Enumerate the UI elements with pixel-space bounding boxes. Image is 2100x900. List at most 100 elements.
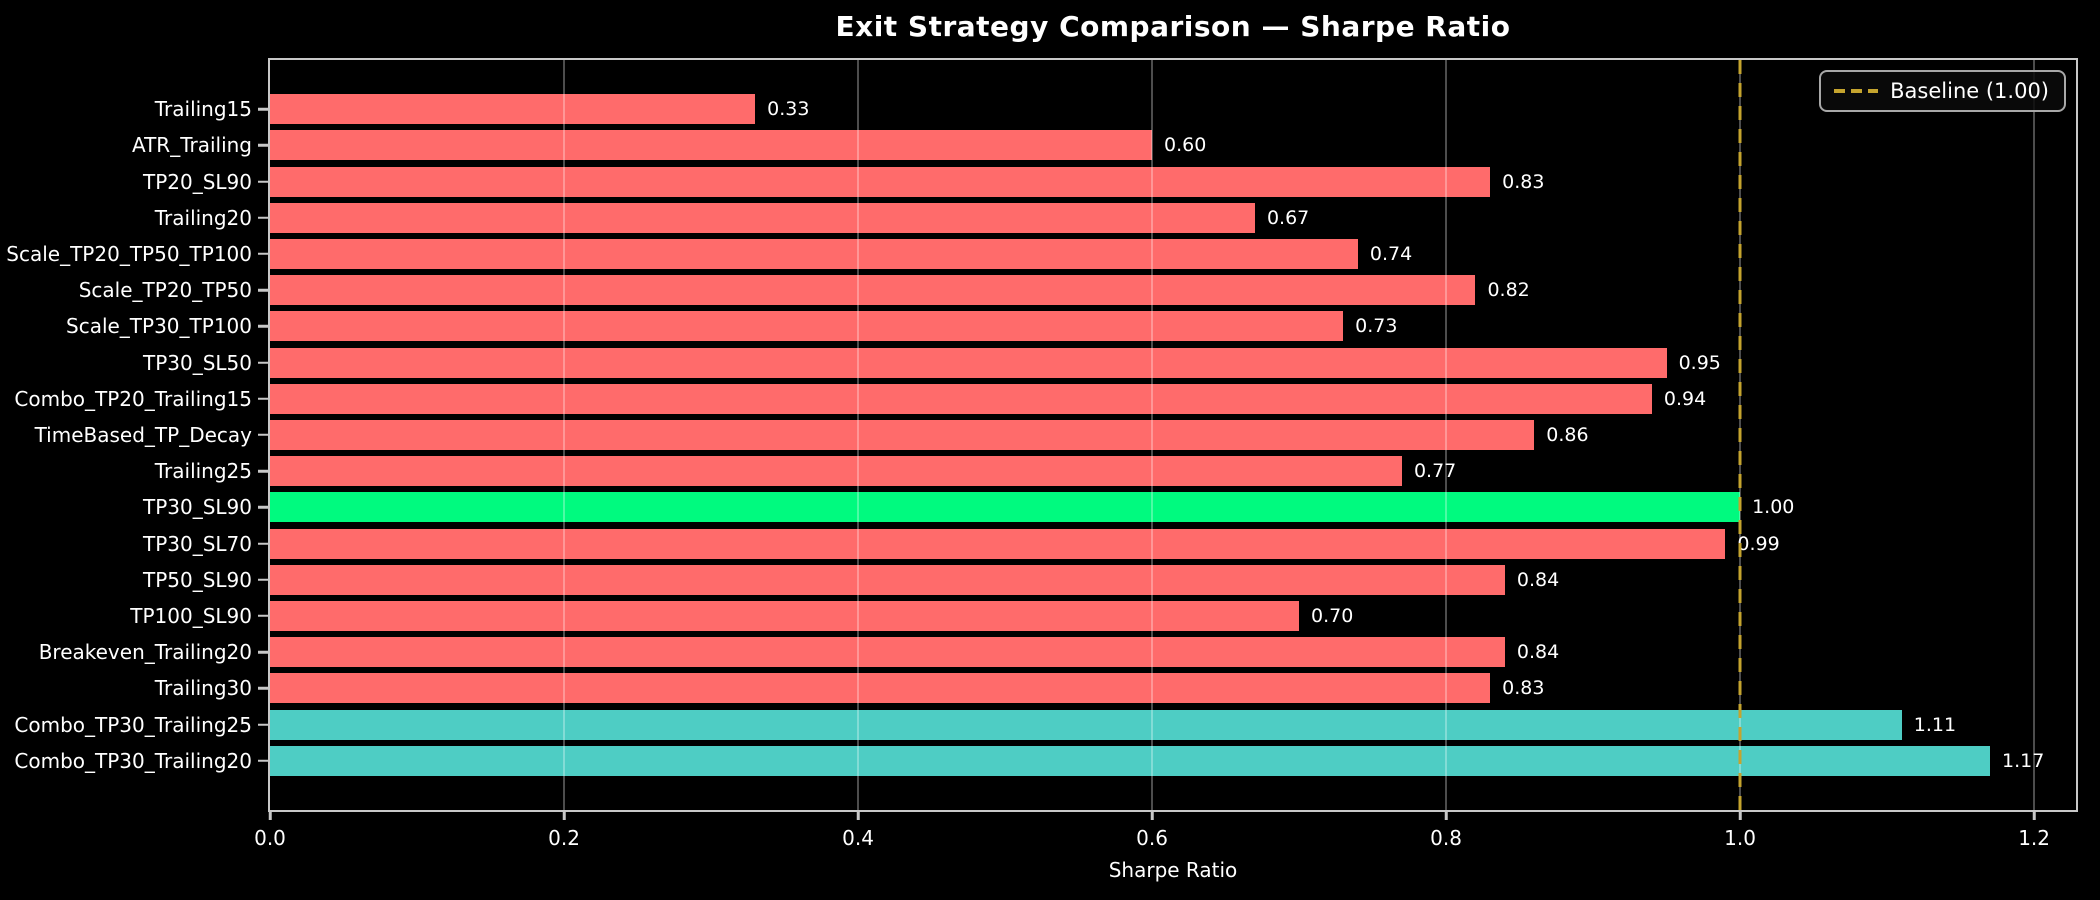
x-axis-tick-label: 0.4 (842, 826, 874, 850)
bar-value-label: 0.84 (1516, 641, 1560, 664)
bar-row-Scale_TP20_TP50_TP100: Scale_TP20_TP50_TP100 0.74 (6, 236, 2076, 272)
y-axis-tick (258, 723, 268, 726)
bar-row-TP30_SL90: TP30_SL90 1.00 (143, 489, 2076, 525)
bar-row-TP30_SL50: TP30_SL50 0.95 (143, 344, 2076, 380)
y-axis-tick (258, 325, 268, 328)
bar-value-label: 0.95 (1678, 351, 1721, 374)
x-axis-tick-label: 0.0 (254, 826, 286, 850)
y-axis-tick (258, 578, 268, 581)
bar-value-label: 1.00 (1752, 496, 1795, 519)
chart-title: Exit Strategy Comparison — Sharpe Ratio (835, 10, 1511, 43)
bar-value-label: 0.67 (1266, 206, 1310, 229)
y-axis-tick (258, 469, 268, 473)
y-axis-label: TP30_SL50 (142, 350, 252, 375)
bar (270, 456, 1402, 487)
x-axis-tick (856, 810, 860, 820)
x-axis-tick-label: 1.2 (2018, 826, 2050, 850)
y-axis-label: Breakeven_Trailing20 (38, 640, 252, 665)
x-axis-tick (2032, 810, 2036, 820)
gridline-x-0.4 (857, 60, 860, 810)
bar-row-TP20_SL90: TP20_SL90 0.83 (143, 163, 2076, 199)
gridline-x-0.6 (1151, 60, 1154, 810)
y-axis-tick (258, 180, 268, 183)
x-axis-tick-label: 0.6 (1136, 826, 1168, 850)
x-axis-title: Sharpe Ratio (1108, 858, 1238, 882)
y-axis-label: Scale_TP30_TP100 (66, 314, 252, 339)
y-axis-tick (258, 252, 268, 256)
bar-row-Trailing15: Trailing15 0.33 (155, 91, 2076, 127)
y-axis-label: Trailing25 (154, 459, 252, 484)
bar (270, 709, 1902, 740)
y-axis-label: Trailing20 (154, 205, 252, 230)
y-axis-tick (258, 107, 268, 111)
y-axis-label: Combo_TP30_Trailing20 (14, 748, 252, 773)
y-axis-label: Scale_TP20_TP50 (78, 278, 252, 303)
bar (270, 745, 1990, 776)
bar-value-label: 1.17 (2002, 749, 2045, 772)
bar (270, 166, 1491, 197)
bar-row-TimeBased_TP_Decay: TimeBased_TP_Decay 0.86 (35, 417, 2076, 453)
bar-row-TP30_SL70: TP30_SL70 0.99 (143, 525, 2076, 561)
y-axis-label: ATR_Trailing (131, 133, 252, 158)
y-axis-label: Combo_TP30_Trailing25 (14, 712, 252, 737)
x-axis-tick-label: 0.8 (1430, 826, 1462, 850)
bar-row-Scale_TP30_TP100: Scale_TP30_TP100 0.73 (66, 308, 2076, 344)
baseline-dash-swatch (1834, 89, 1879, 93)
x-axis-tick-label: 0.2 (548, 826, 580, 850)
bar-value-label: 0.86 (1546, 423, 1589, 446)
y-axis-tick (258, 650, 268, 654)
bar-value-label: 0.70 (1311, 604, 1354, 627)
legend: Baseline (1.00) (1819, 70, 2066, 112)
bar-row-Scale_TP20_TP50: Scale_TP20_TP50 0.82 (79, 272, 2076, 308)
bar-row-Trailing30: Trailing30 0.83 (155, 670, 2076, 706)
y-axis-tick (258, 397, 268, 400)
bar (270, 637, 1505, 668)
bar-value-label: 0.84 (1516, 568, 1560, 591)
gridline-x-1.2 (2033, 60, 2036, 810)
bar-row-TP50_SL90: TP50_SL90 0.84 (143, 562, 2076, 598)
x-axis-tick (1444, 810, 1448, 820)
bar-value-label: 0.83 (1502, 677, 1545, 700)
y-axis-label: Trailing15 (154, 97, 252, 122)
bar-value-label: 0.94 (1663, 387, 1707, 410)
bar (270, 94, 756, 125)
bar (270, 528, 1726, 559)
bar (270, 383, 1652, 414)
legend-label: Baseline (1.00) (1890, 79, 2049, 103)
bar-row-ATR_Trailing: ATR_Trailing 0.60 (132, 127, 2076, 163)
bar-row-Breakeven_Trailing20: Breakeven_Trailing20 0.84 (39, 634, 2076, 670)
y-axis-tick (258, 361, 268, 364)
bar (270, 311, 1344, 342)
bar (270, 600, 1300, 631)
bars-container: Trailing15 0.33 ATR_Trailing 0.60 TP20_SL90 0… (6, 60, 2076, 810)
bar (270, 238, 1358, 269)
bar (270, 564, 1505, 595)
gridline-x-0.8 (1445, 60, 1448, 810)
y-axis-tick (258, 506, 268, 509)
bar-value-label: 0.99 (1737, 532, 1780, 555)
y-axis-label: Combo_TP20_Trailing15 (14, 386, 252, 411)
gridline-x-0.2 (563, 60, 566, 810)
bar (270, 347, 1667, 378)
bar-value-label: 0.82 (1487, 279, 1530, 302)
x-axis-tick-label: 1.0 (1724, 826, 1756, 850)
y-axis-label: Trailing30 (154, 676, 252, 701)
bar-value-label: 1.11 (1913, 713, 1957, 736)
bar-row-TP100_SL90: TP100_SL90 0.70 (130, 598, 2076, 634)
y-axis-label: TP30_SL70 (142, 531, 252, 556)
bar-value-label: 0.83 (1502, 170, 1545, 193)
y-axis-label: TP100_SL90 (130, 603, 252, 628)
bar (270, 202, 1255, 233)
bar-value-label: 0.73 (1355, 315, 1398, 338)
y-axis-tick (258, 216, 268, 219)
bar-value-label: 0.77 (1413, 460, 1457, 483)
bar (270, 673, 1491, 704)
bar (270, 419, 1535, 450)
y-axis-label: Scale_TP20_TP50_TP100 (6, 241, 252, 266)
bar-row-Combo_TP20_Trailing15: Combo_TP20_Trailing15 0.94 (14, 381, 2076, 417)
bar-row-Trailing20: Trailing20 0.67 (155, 200, 2076, 236)
bar-value-label: 0.60 (1164, 134, 1207, 157)
bar (270, 130, 1153, 161)
bar-row-Combo_TP30_Trailing25: Combo_TP30_Trailing25 1.11 (14, 706, 2076, 742)
bar (270, 275, 1476, 306)
